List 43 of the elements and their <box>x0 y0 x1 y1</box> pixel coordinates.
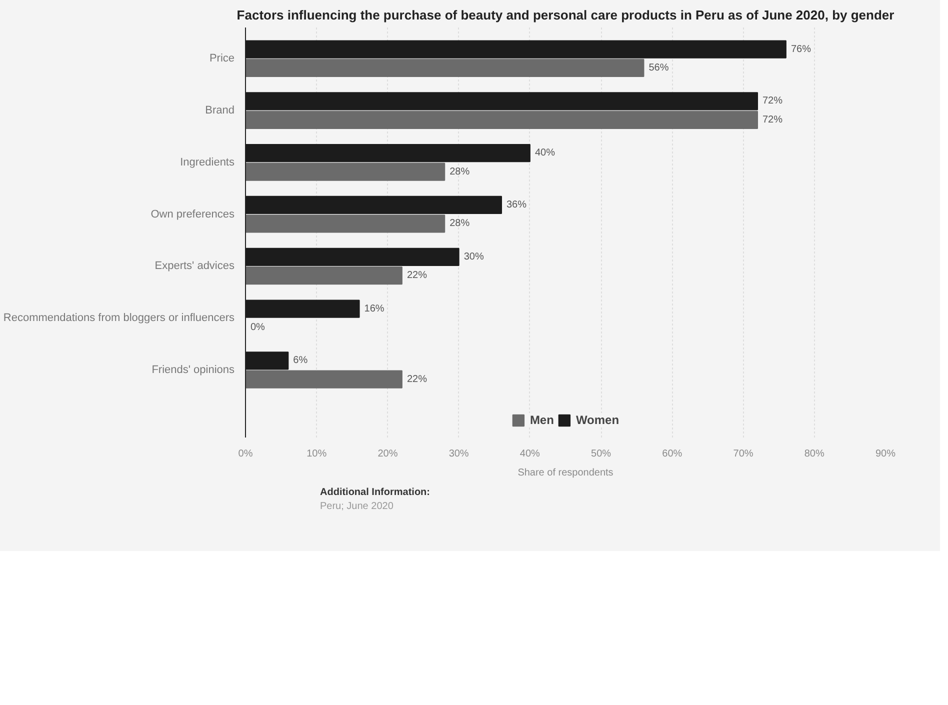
x-tick-label: 70% <box>733 448 754 460</box>
y-tick-label: Friends' opinions <box>152 364 235 376</box>
x-tick-label: 60% <box>662 448 682 460</box>
data-label: 22% <box>406 270 428 282</box>
y-tick-label: Price <box>209 52 234 65</box>
bar <box>246 110 758 129</box>
data-label: 28% <box>450 218 470 230</box>
data-label: 28% <box>450 166 470 178</box>
legend-label: Women <box>576 413 620 427</box>
data-label: 76% <box>790 44 812 55</box>
x-tick-label: 0% <box>238 448 253 460</box>
x-tick-label: 80% <box>804 448 825 460</box>
x-axis-title: Share of respondents <box>518 468 614 478</box>
bar <box>246 214 446 233</box>
data-label: 16% <box>364 303 384 314</box>
y-tick-label: Experts' advices <box>154 260 235 272</box>
x-tick-label: 20% <box>378 448 398 460</box>
chart-title: Factors influencing the purchase of beauty and personal care products in Peru as of June 2020, by gender <box>236 8 894 22</box>
y-tick-label: Recommendations from bloggers or influencers <box>3 312 235 324</box>
text: Peru; June 2020 <box>320 500 394 514</box>
x-tick-label: 90% <box>875 448 896 460</box>
y-tick-label: Brand <box>205 104 235 117</box>
legend-label: Men <box>530 413 554 427</box>
data-label: 36% <box>506 199 527 210</box>
data-label: 72% <box>762 114 783 126</box>
y-tick-label: Own preferences <box>150 208 235 220</box>
data-label: 56% <box>648 62 669 74</box>
data-label: 72% <box>762 96 783 107</box>
x-tick-label: 50% <box>591 448 612 460</box>
data-label: 6% <box>293 355 308 366</box>
data-label: 22% <box>406 374 428 385</box>
bar <box>246 266 402 285</box>
bar <box>246 162 446 181</box>
text: Additional Information: <box>320 486 430 500</box>
y-tick-label: Ingredients <box>180 156 235 168</box>
bar <box>246 58 644 78</box>
data-label: 30% <box>464 251 484 262</box>
data-label: 40% <box>534 148 556 159</box>
bar <box>246 370 402 388</box>
x-tick-label: 40% <box>520 448 540 460</box>
data-label: 0% <box>250 322 266 333</box>
x-tick-label: 30% <box>448 448 469 460</box>
x-tick-label: 10% <box>306 448 327 460</box>
